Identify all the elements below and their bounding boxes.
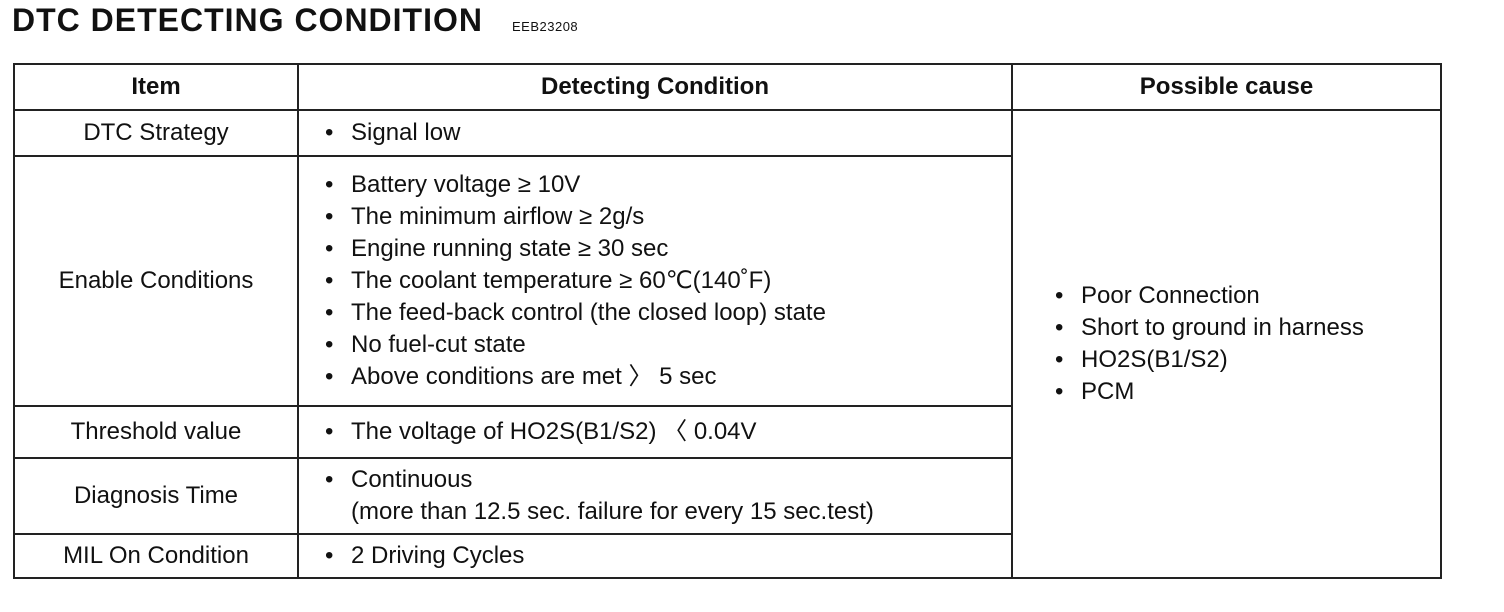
row-conditions-dtc-strategy: Signal low xyxy=(297,109,1013,157)
cause-item: Short to ground in harness xyxy=(1053,312,1440,344)
condition-note: (more than 12.5 sec. failure for every 1… xyxy=(351,498,874,525)
table-row: Enable Conditions Battery voltage ≥ 10V … xyxy=(13,155,1441,407)
condition-item: The feed-back control (the closed loop) … xyxy=(323,297,1011,329)
row-item-diagnosis-time: Diagnosis Time xyxy=(13,457,299,535)
condition-item: Battery voltage ≥ 10V xyxy=(323,169,1011,201)
row-item-dtc-strategy: DTC Strategy xyxy=(13,109,299,157)
possible-causes-cell: Poor Connection Short to ground in harne… xyxy=(1011,109,1442,579)
table-row: DTC Strategy Signal low Poor Connection … xyxy=(13,109,1442,579)
table-header-row: Item Detecting Condition Possible cause xyxy=(13,63,1442,111)
condition-item: No fuel-cut state xyxy=(323,329,1011,361)
cause-item: PCM xyxy=(1053,376,1440,408)
row-conditions-mil-on-condition: 2 Driving Cycles xyxy=(297,533,1013,579)
condition-item: Above conditions are met 〉 5 sec xyxy=(323,361,1011,393)
condition-item: The voltage of HO2S(B1/S2) 〈 0.04V xyxy=(323,416,1011,448)
condition-item: 2 Driving Cycles xyxy=(323,540,1011,572)
row-item-threshold-value: Threshold value xyxy=(13,405,299,459)
table-row: MIL On Condition 2 Driving Cycles xyxy=(13,533,1441,579)
dtc-condition-table: Item Detecting Condition Possible cause … xyxy=(13,63,1442,579)
condition-item: The minimum airflow ≥ 2g/s xyxy=(323,201,1011,233)
condition-item: Engine running state ≥ 30 sec xyxy=(323,233,1011,265)
column-header-item: Item xyxy=(13,63,299,111)
document-code: EEB23208 xyxy=(512,19,579,34)
row-conditions-enable-conditions: Battery voltage ≥ 10V The minimum airflo… xyxy=(297,155,1013,407)
table-row: Threshold value The voltage of HO2S(B1/S… xyxy=(13,405,1441,459)
column-header-possible-cause: Possible cause xyxy=(1011,63,1442,111)
cause-item: Poor Connection xyxy=(1053,280,1440,312)
condition-text: Continuous xyxy=(351,466,473,493)
page-title: DTC DETECTING CONDITION xyxy=(12,2,483,38)
condition-item: The coolant temperature ≥ 60℃(140˚F) xyxy=(323,265,1011,297)
condition-item: Continuous (more than 12.5 sec. failure … xyxy=(323,464,1011,528)
condition-item: Signal low xyxy=(323,117,1011,149)
row-item-mil-on-condition: MIL On Condition xyxy=(13,533,299,579)
row-conditions-threshold-value: The voltage of HO2S(B1/S2) 〈 0.04V xyxy=(297,405,1013,459)
cause-item: HO2S(B1/S2) xyxy=(1053,344,1440,376)
row-item-enable-conditions: Enable Conditions xyxy=(13,155,299,407)
column-header-detecting-condition: Detecting Condition xyxy=(297,63,1013,111)
table-row: Diagnosis Time Continuous (more than 12.… xyxy=(13,457,1441,535)
row-conditions-diagnosis-time: Continuous (more than 12.5 sec. failure … xyxy=(297,457,1013,535)
